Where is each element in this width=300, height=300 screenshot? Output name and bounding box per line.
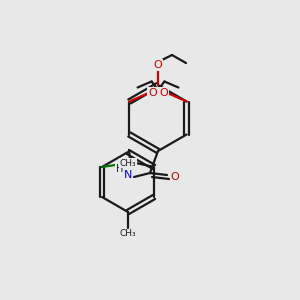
Text: O: O xyxy=(159,88,168,98)
Text: O: O xyxy=(171,172,179,182)
Text: H: H xyxy=(116,164,124,174)
Text: CH₃: CH₃ xyxy=(120,230,136,238)
Text: Cl: Cl xyxy=(124,159,136,169)
Text: N: N xyxy=(124,170,132,180)
Text: O: O xyxy=(148,88,157,98)
Text: CH₃: CH₃ xyxy=(120,158,136,167)
Text: O: O xyxy=(154,60,162,70)
